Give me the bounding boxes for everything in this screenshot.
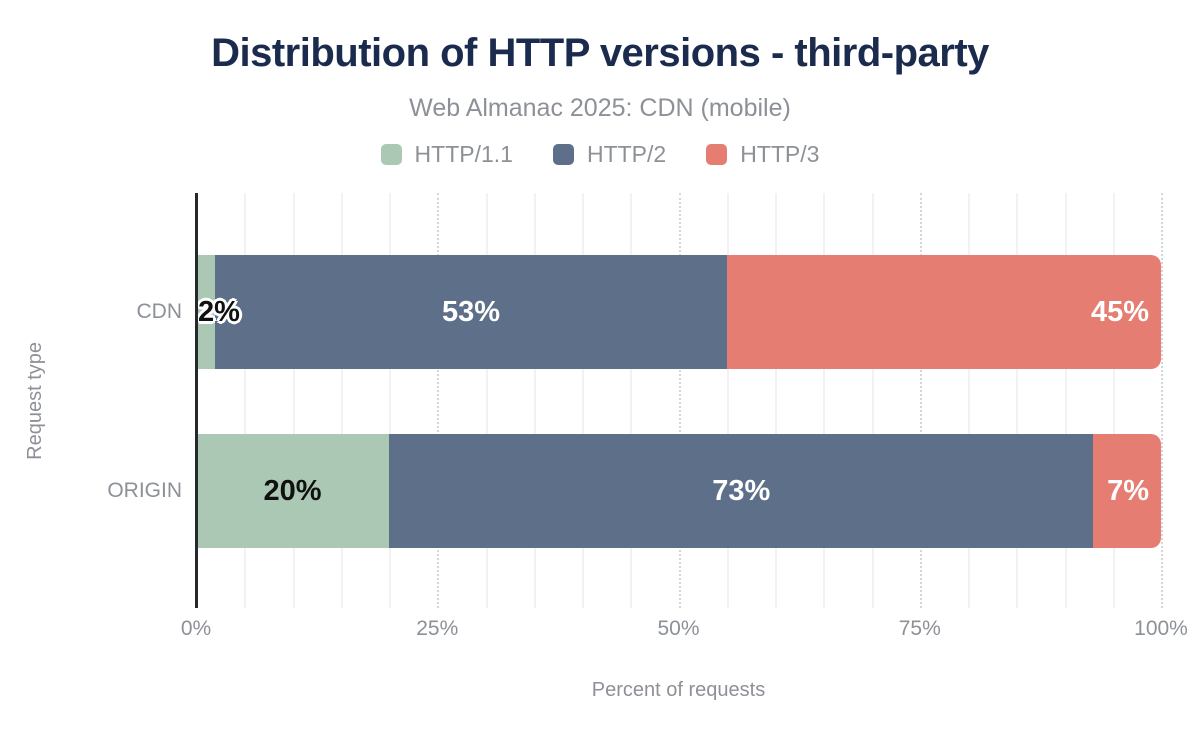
major-gridline xyxy=(678,193,681,608)
legend-label: HTTP/3 xyxy=(740,141,820,167)
major-gridline xyxy=(437,193,440,608)
legend-item-http2[interactable]: HTTP/2 xyxy=(552,141,667,168)
segment-value-label: 45% xyxy=(1090,295,1149,328)
minor-gridline xyxy=(1112,193,1115,608)
category-label-cdn: CDN xyxy=(136,300,183,323)
minor-gridline xyxy=(292,193,295,608)
major-gridline xyxy=(1161,193,1163,608)
segment-value-label: 73% xyxy=(712,474,771,507)
minor-gridline xyxy=(340,193,343,608)
y-axis-line xyxy=(195,193,198,608)
minor-gridline xyxy=(871,193,874,608)
plot-area: 2% 53% 45% 20% 73% 7% xyxy=(195,193,1163,608)
segment-origin-http3[interactable]: 7% xyxy=(1093,434,1161,548)
bar-cdn: 2% 53% 45% xyxy=(196,255,1161,369)
x-tick-100: 100% xyxy=(1134,617,1188,640)
segment-cdn-http2[interactable]: 53% xyxy=(215,255,727,369)
y-axis-title: Request type xyxy=(23,341,46,460)
x-tick-25: 25% xyxy=(416,617,459,640)
bar-origin: 20% 73% 7% xyxy=(196,434,1161,548)
segment-cdn-http11[interactable]: 2% xyxy=(196,255,240,369)
chart-subtitle: Web Almanac 2025: CDN (mobile) xyxy=(409,94,791,122)
minor-gridline xyxy=(726,193,729,608)
segment-value-label: 2% xyxy=(198,295,240,328)
x-tick-50: 50% xyxy=(657,617,700,640)
x-axis-title: Percent of requests xyxy=(591,679,766,701)
minor-gridline xyxy=(244,193,247,608)
legend-swatch-icon xyxy=(706,144,728,165)
legend-swatch-icon xyxy=(380,144,402,165)
y-axis-title-wrap: Request type xyxy=(12,193,58,608)
segment-value-label: 53% xyxy=(441,295,501,328)
major-gridline xyxy=(919,193,922,608)
minor-gridline xyxy=(485,193,488,608)
segment-value-label: 7% xyxy=(1107,474,1149,507)
minor-gridline xyxy=(533,193,536,608)
legend-item-http3[interactable]: HTTP/3 xyxy=(706,141,819,168)
minor-gridline xyxy=(775,193,777,608)
segment-origin-http11[interactable]: 20% xyxy=(196,434,389,548)
minor-gridline xyxy=(1016,193,1019,608)
minor-gridline xyxy=(582,193,584,608)
legend-label: HTTP/2 xyxy=(586,141,667,167)
minor-gridline xyxy=(968,193,970,608)
category-label-origin: ORIGIN xyxy=(107,479,182,502)
legend-label: HTTP/1.1 xyxy=(414,141,513,167)
minor-gridline xyxy=(389,193,391,608)
x-tick-0: 0% xyxy=(180,617,212,640)
segment-value-label: 20% xyxy=(263,474,322,507)
legend: HTTP/1.1 HTTP/2 HTTP/3 xyxy=(0,141,1200,168)
segment-cdn-http3[interactable]: 45% xyxy=(726,255,1161,369)
segment-origin-http2[interactable]: 73% xyxy=(389,434,1094,548)
minor-gridline xyxy=(823,193,826,608)
legend-item-http11[interactable]: HTTP/1.1 xyxy=(380,141,513,168)
legend-swatch-icon xyxy=(552,144,574,165)
minor-gridline xyxy=(1064,193,1067,608)
chart-title: Distribution of HTTP versions - third-pa… xyxy=(211,31,989,75)
x-tick-75: 75% xyxy=(898,617,941,640)
minor-gridline xyxy=(630,193,633,608)
